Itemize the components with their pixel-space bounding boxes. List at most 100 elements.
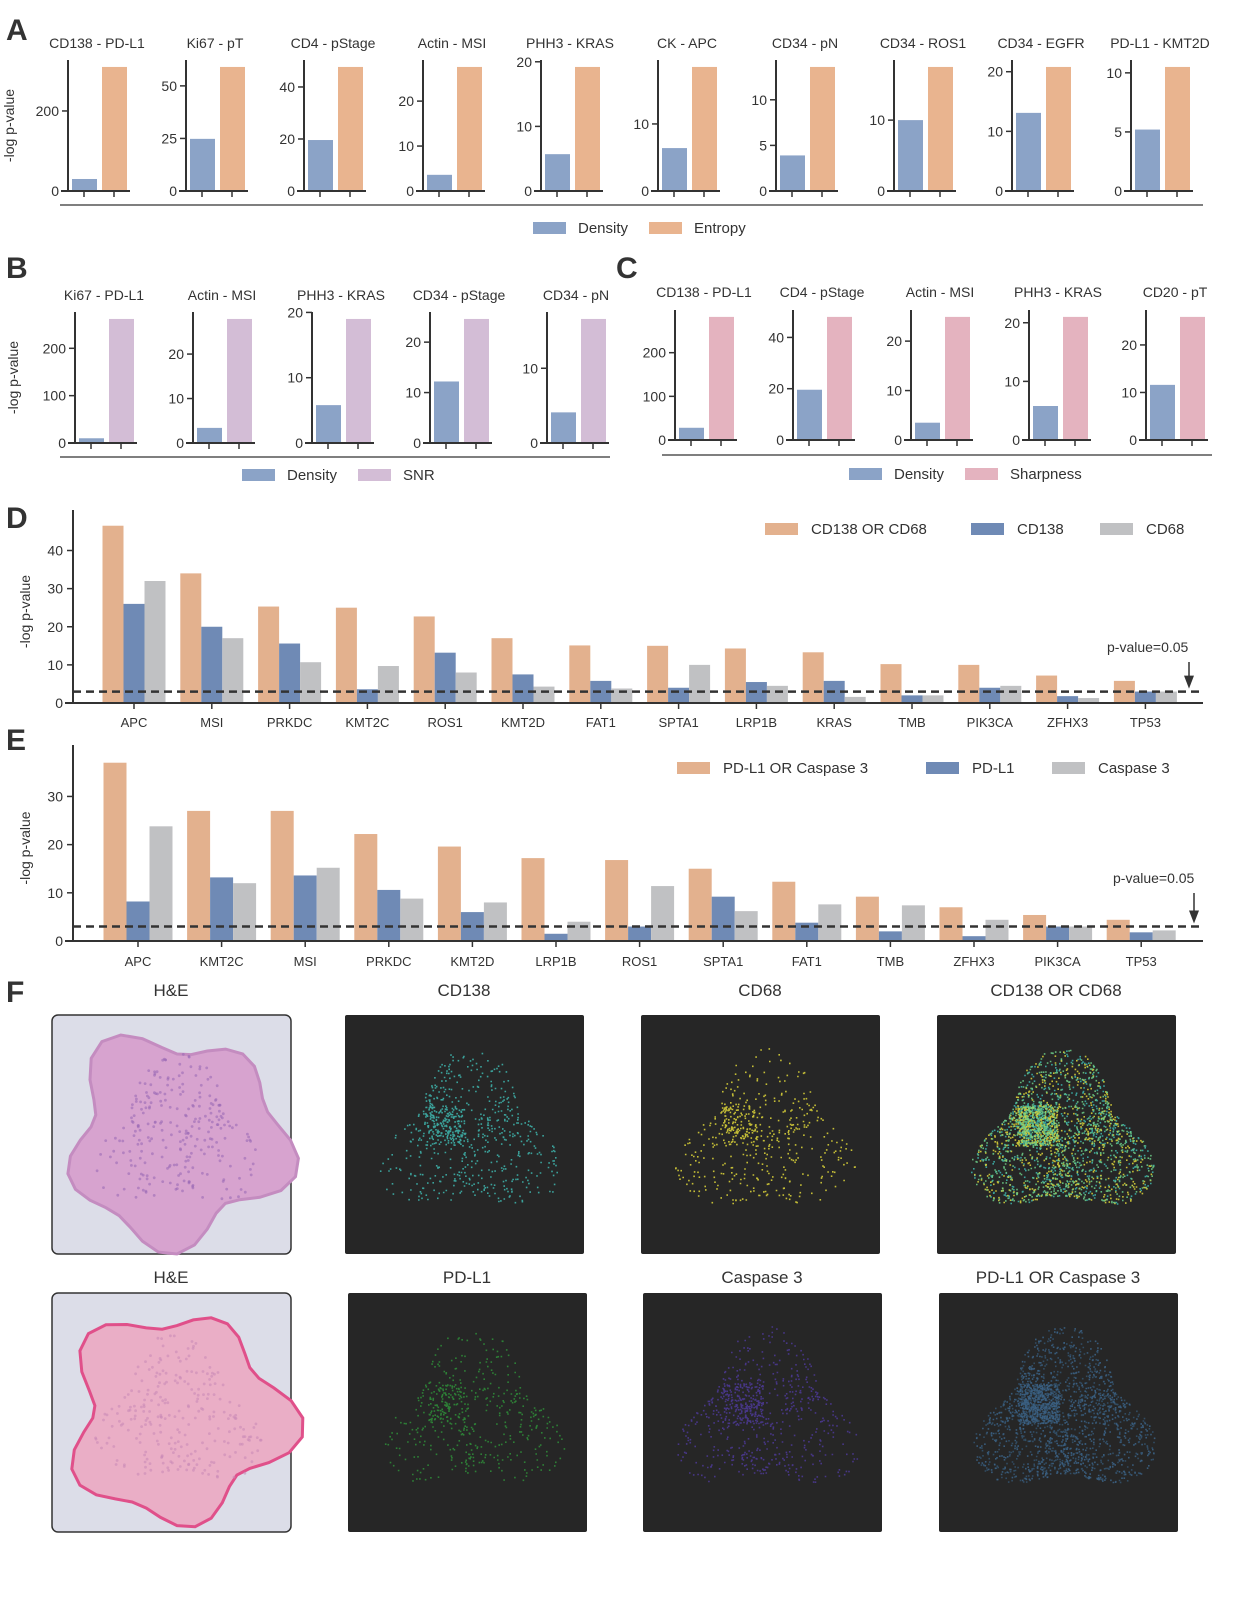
tissue-dot (211, 1103, 215, 1107)
y-axis-label: -log p-value (17, 811, 33, 884)
subplot: PHH3 - KRAS 0 10 20 (516, 35, 614, 199)
bar-sharpness (1180, 316, 1205, 440)
tissue-dot (192, 1459, 196, 1462)
threshold-label: p-value=0.05 (1107, 639, 1189, 655)
bar-entropy (1046, 66, 1071, 191)
bar-cd138-or-cd68 (491, 638, 513, 703)
tissue-dot (181, 1189, 184, 1193)
tissue-dot (187, 1354, 191, 1358)
bar-pd-l1-or-caspase-3 (1023, 914, 1047, 941)
subplot-title: CD34 - ROS1 (880, 35, 967, 51)
tissue-dot (194, 1342, 198, 1345)
tissue-dot (179, 1172, 182, 1176)
bar-cd138-or-cd68 (880, 664, 902, 703)
y-tick-label: 10 (751, 92, 767, 108)
bar-cd138-or-cd68 (1113, 680, 1135, 703)
tissue-dot (138, 1432, 142, 1436)
tissue-dot (211, 1145, 214, 1149)
tissue-dot (237, 1195, 240, 1199)
tissue-dot (158, 1357, 162, 1360)
tissue-dot (129, 1417, 133, 1421)
tissue-dot (208, 1415, 212, 1418)
tissue-dot (121, 1139, 125, 1143)
tissue-dot (174, 1350, 178, 1354)
tissue-dot (218, 1159, 222, 1163)
tissue-dot (149, 1083, 153, 1087)
legend-label: Density (894, 466, 945, 483)
tissue-dot (208, 1137, 212, 1141)
tissue-dot (185, 1369, 189, 1373)
tissue-dot (190, 1151, 193, 1155)
bar-cd68 (455, 672, 477, 703)
bar-caspase-3 (1152, 930, 1176, 941)
image-title: CD138 (438, 981, 491, 1000)
tissue-dot (223, 1123, 226, 1127)
bar-cd68 (144, 581, 166, 703)
bar-pd-l1 (293, 875, 317, 941)
tissue-dot (152, 1194, 156, 1197)
tissue-dot (148, 1462, 152, 1465)
bar-cd68 (689, 664, 711, 703)
tissue-dot (110, 1407, 114, 1411)
tissue-dot (171, 1077, 175, 1081)
tissue-dot (229, 1196, 232, 1200)
tissue-dot (210, 1126, 213, 1129)
tissue-dot (228, 1430, 231, 1434)
tissue-dot (99, 1153, 102, 1156)
tissue-dot (116, 1193, 120, 1197)
tissue-dot (145, 1091, 148, 1094)
tissue-dot (212, 1410, 216, 1414)
tissue-dot (228, 1400, 232, 1404)
tissue-dot (142, 1403, 146, 1407)
y-tick-label: 20 (168, 346, 184, 362)
x-tick-label: PIK3CA (967, 715, 1014, 730)
tissue-dot (208, 1107, 212, 1110)
tissue-dot (212, 1415, 215, 1418)
bar-pd-l1-or-caspase-3 (1106, 919, 1130, 941)
y-tick-label: 0 (55, 933, 63, 949)
x-tick-label: MSI (294, 954, 317, 969)
tissue-dot (140, 1149, 144, 1153)
tissue-dot (195, 1400, 199, 1403)
tissue-dot (195, 1371, 198, 1375)
tissue-section (66, 1033, 300, 1256)
legend-label: Entropy (694, 220, 746, 237)
tissue-dot (179, 1445, 183, 1449)
y-tick-label: 10 (168, 391, 184, 407)
tissue-dot (196, 1397, 200, 1401)
y-tick-label: 0 (759, 183, 767, 199)
tissue-dot (238, 1442, 242, 1446)
bar-snr (464, 318, 489, 443)
x-tick-label: ROS1 (622, 954, 657, 969)
bar-cd138-or-cd68 (180, 573, 202, 703)
subplot: Actin - MSI 0 10 20 (168, 287, 256, 451)
tissue-dot (143, 1460, 147, 1464)
image-title: PD-L1 (443, 1268, 491, 1287)
tissue-dot (210, 1120, 214, 1124)
tissue-dot (134, 1409, 138, 1413)
tissue-dot (214, 1098, 218, 1101)
y-tick-label: 0 (169, 183, 177, 199)
category-group: MSI (270, 810, 340, 969)
tissue-dot (198, 1104, 201, 1108)
subplot: PHH3 - KRAS 0 10 20 (1004, 284, 1102, 448)
y-tick-label: 25 (161, 130, 177, 146)
tissue-dot (243, 1435, 247, 1438)
tissue-dot (132, 1134, 136, 1137)
tissue-dot (246, 1132, 249, 1136)
bar-pd-l1-or-caspase-3 (354, 834, 378, 941)
tissue-dot (243, 1190, 247, 1194)
image-panel: Caspase 3 (643, 1268, 882, 1532)
subplot-title: Actin - MSI (906, 284, 974, 300)
tissue-dot (161, 1180, 165, 1183)
tissue-dot (166, 1466, 170, 1470)
tissue-dot (139, 1100, 143, 1104)
image-panel: H&E (51, 1268, 305, 1533)
subplot-title: CK - APC (657, 35, 717, 51)
marker-image (641, 1015, 880, 1254)
tissue-dot (198, 1095, 202, 1099)
tissue-dot (208, 1366, 212, 1369)
x-tick-label: APC (121, 715, 148, 730)
tissue-dot (206, 1077, 210, 1081)
bar-cd138-or-cd68 (335, 607, 357, 703)
